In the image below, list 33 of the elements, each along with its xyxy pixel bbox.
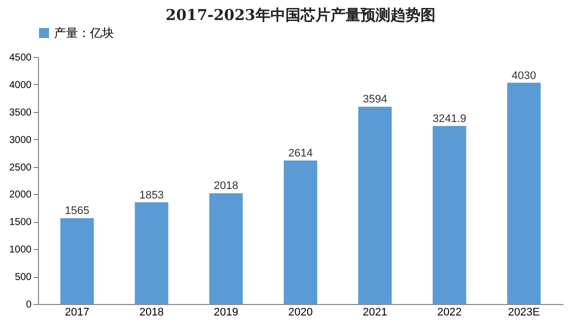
y-tick-label: 0 (26, 300, 32, 310)
data-label: 1565 (64, 205, 90, 218)
x-tick-label: 2020 (288, 306, 313, 318)
bar (134, 202, 168, 304)
y-tick-label: 1500 (9, 217, 32, 228)
chart-title: 2017-2023年中国芯片产量预测趋势图 (166, 6, 436, 24)
data-label: 3241.9 (432, 113, 466, 126)
y-tick-label: 4500 (9, 52, 32, 64)
data-label: 4030 (512, 70, 536, 82)
data-label: 1853 (139, 189, 164, 202)
x-tick-label: 2019 (214, 306, 238, 318)
data-label: 2614 (288, 148, 313, 160)
x-tick-label: 2017 (64, 306, 90, 318)
bar (358, 106, 392, 304)
bar (60, 218, 94, 304)
x-tick-label: 2023E (508, 306, 540, 318)
y-tick-label: 2500 (9, 162, 32, 174)
x-tick-label: 2022 (437, 306, 462, 318)
y-tick-label: 3500 (9, 107, 32, 118)
y-tick-label: 2000 (9, 190, 32, 201)
bar (284, 160, 318, 304)
y-tick-label: 500 (14, 272, 32, 284)
y-tick-label: 4000 (9, 80, 32, 91)
data-label: 3594 (362, 94, 388, 106)
y-tick-label: 3000 (9, 134, 32, 146)
bar (507, 82, 541, 304)
x-tick-label: 2021 (362, 306, 388, 318)
bar (432, 126, 466, 304)
y-tick-label: 1000 (9, 244, 32, 256)
x-tick-label: 2018 (139, 306, 164, 318)
data-label: 2018 (214, 180, 238, 192)
legend-label: 产量：亿块 (54, 26, 114, 40)
bar (209, 193, 243, 304)
